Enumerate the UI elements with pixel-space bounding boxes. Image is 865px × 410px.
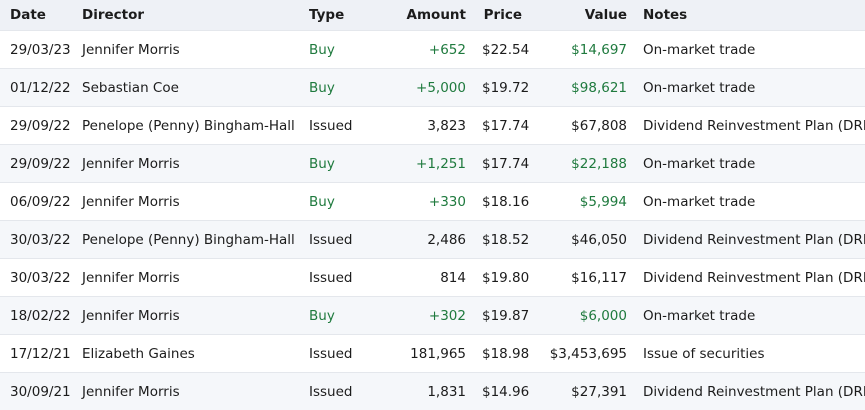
- table-cell: $18.98: [474, 335, 530, 373]
- table-cell: Dividend Reinvestment Plan (DRP): [635, 373, 865, 410]
- table-cell: Buy: [301, 31, 385, 69]
- table-cell: $18.16: [474, 183, 530, 221]
- table-cell: $5,994: [530, 183, 635, 221]
- table-cell: $14.96: [474, 373, 530, 410]
- table-cell: 29/09/22: [0, 107, 74, 145]
- column-header: Price: [474, 0, 530, 31]
- table-cell: $98,621: [530, 69, 635, 107]
- table-cell: Dividend Reinvestment Plan (DRP): [635, 107, 865, 145]
- table-cell: 2,486: [385, 221, 474, 259]
- table-cell: Buy: [301, 297, 385, 335]
- column-header: Date: [0, 0, 74, 31]
- table-cell: On-market trade: [635, 69, 865, 107]
- table-cell: +330: [385, 183, 474, 221]
- table-cell: On-market trade: [635, 145, 865, 183]
- table-cell: Buy: [301, 183, 385, 221]
- table-cell: $18.52: [474, 221, 530, 259]
- table-cell: 1,831: [385, 373, 474, 410]
- table-cell: +1,251: [385, 145, 474, 183]
- table-cell: 29/09/22: [0, 145, 74, 183]
- column-header: Director: [74, 0, 301, 31]
- table-cell: Issued: [301, 259, 385, 297]
- table-cell: 18/02/22: [0, 297, 74, 335]
- table-cell: Issued: [301, 373, 385, 410]
- table-cell: Penelope (Penny) Bingham-Hall: [74, 221, 301, 259]
- table-cell: +652: [385, 31, 474, 69]
- table-cell: $27,391: [530, 373, 635, 410]
- table-cell: Buy: [301, 69, 385, 107]
- table-cell: Issued: [301, 335, 385, 373]
- table-cell: On-market trade: [635, 297, 865, 335]
- table-cell: Jennifer Morris: [74, 259, 301, 297]
- table-cell: +302: [385, 297, 474, 335]
- table-cell: 30/09/21: [0, 373, 74, 410]
- table-cell: Jennifer Morris: [74, 373, 301, 410]
- table-cell: 3,823: [385, 107, 474, 145]
- table-cell: $14,697: [530, 31, 635, 69]
- table-cell: +5,000: [385, 69, 474, 107]
- table-cell: Dividend Reinvestment Plan (DRP): [635, 221, 865, 259]
- table-cell: $16,117: [530, 259, 635, 297]
- column-header: Value: [530, 0, 635, 31]
- table-cell: $17.74: [474, 107, 530, 145]
- table-cell: $6,000: [530, 297, 635, 335]
- table-cell: $19.72: [474, 69, 530, 107]
- table-cell: $17.74: [474, 145, 530, 183]
- table-cell: Issue of securities: [635, 335, 865, 373]
- table-cell: On-market trade: [635, 31, 865, 69]
- table-cell: On-market trade: [635, 183, 865, 221]
- table-cell: Jennifer Morris: [74, 297, 301, 335]
- table-cell: 06/09/22: [0, 183, 74, 221]
- table-cell: Jennifer Morris: [74, 145, 301, 183]
- table-cell: Buy: [301, 145, 385, 183]
- table-cell: 30/03/22: [0, 259, 74, 297]
- column-header: Notes: [635, 0, 865, 31]
- table-cell: $3,453,695: [530, 335, 635, 373]
- table-cell: $46,050: [530, 221, 635, 259]
- table-cell: $67,808: [530, 107, 635, 145]
- table-cell: $22,188: [530, 145, 635, 183]
- table-cell: $22.54: [474, 31, 530, 69]
- table-cell: Dividend Reinvestment Plan (DRP): [635, 259, 865, 297]
- table-cell: 01/12/22: [0, 69, 74, 107]
- table-cell: 181,965: [385, 335, 474, 373]
- table-cell: Issued: [301, 221, 385, 259]
- table-cell: 30/03/22: [0, 221, 74, 259]
- column-header: Amount: [385, 0, 474, 31]
- table-cell: Sebastian Coe: [74, 69, 301, 107]
- table-cell: Penelope (Penny) Bingham-Hall: [74, 107, 301, 145]
- table-cell: Elizabeth Gaines: [74, 335, 301, 373]
- table-cell: $19.80: [474, 259, 530, 297]
- table-cell: Issued: [301, 107, 385, 145]
- table-cell: 29/03/23: [0, 31, 74, 69]
- table-cell: Jennifer Morris: [74, 183, 301, 221]
- table-cell: 814: [385, 259, 474, 297]
- table-cell: 17/12/21: [0, 335, 74, 373]
- column-header: Type: [301, 0, 385, 31]
- table-cell: Jennifer Morris: [74, 31, 301, 69]
- table-cell: $19.87: [474, 297, 530, 335]
